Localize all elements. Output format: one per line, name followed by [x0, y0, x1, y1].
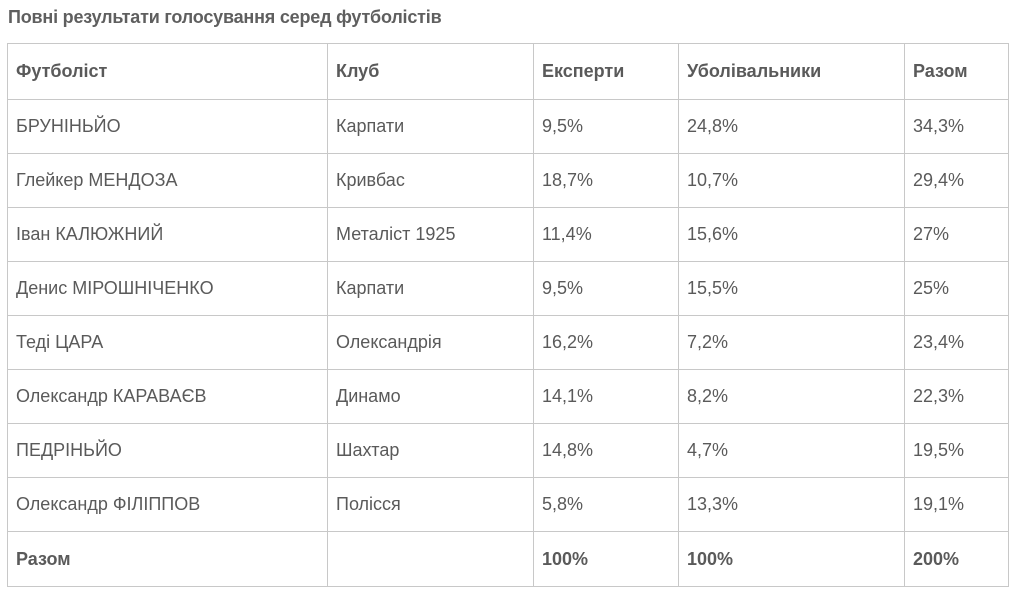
header-fans: Уболівальники [678, 43, 905, 100]
table-row: Олександр ФІЛІППОВ Полісся 5,8% 13,3% 19… [7, 477, 1009, 532]
cell-club: Олександрія [327, 315, 534, 370]
header-club: Клуб [327, 43, 534, 100]
cell-player: Іван КАЛЮЖНИЙ [7, 207, 328, 262]
total-sum: 200% [904, 531, 1009, 587]
cell-total: 23,4% [904, 315, 1009, 370]
cell-total: 19,1% [904, 477, 1009, 532]
cell-total: 27% [904, 207, 1009, 262]
cell-experts: 5,8% [533, 477, 679, 532]
table-row: Олександр КАРАВАЄВ Динамо 14,1% 8,2% 22,… [7, 369, 1009, 424]
table-row: ПЕДРІНЬЙО Шахтар 14,8% 4,7% 19,5% [7, 423, 1009, 478]
cell-player: ПЕДРІНЬЙО [7, 423, 328, 478]
total-club-empty [327, 531, 534, 587]
cell-player: Денис МІРОШНІЧЕНКО [7, 261, 328, 316]
cell-experts: 11,4% [533, 207, 679, 262]
cell-club: Карпати [327, 99, 534, 154]
table-header-row: Футболіст Клуб Експерти Уболівальники Ра… [7, 43, 1009, 100]
cell-fans: 15,6% [678, 207, 905, 262]
cell-experts: 18,7% [533, 153, 679, 208]
cell-total: 29,4% [904, 153, 1009, 208]
cell-total: 34,3% [904, 99, 1009, 154]
cell-total: 25% [904, 261, 1009, 316]
cell-experts: 14,8% [533, 423, 679, 478]
cell-player: Глейкер МЕНДОЗА [7, 153, 328, 208]
cell-experts: 16,2% [533, 315, 679, 370]
table-row: Іван КАЛЮЖНИЙ Металіст 1925 11,4% 15,6% … [7, 207, 1009, 262]
cell-fans: 15,5% [678, 261, 905, 316]
table-row: Денис МІРОШНІЧЕНКО Карпати 9,5% 15,5% 25… [7, 261, 1009, 316]
table-row: Теді ЦАРА Олександрія 16,2% 7,2% 23,4% [7, 315, 1009, 370]
cell-experts: 9,5% [533, 261, 679, 316]
table-total-row: Разом 100% 100% 200% [7, 531, 1009, 587]
cell-experts: 9,5% [533, 99, 679, 154]
cell-player: Олександр КАРАВАЄВ [7, 369, 328, 424]
cell-fans: 13,3% [678, 477, 905, 532]
cell-fans: 10,7% [678, 153, 905, 208]
table-row: БРУНІНЬЙО Карпати 9,5% 24,8% 34,3% [7, 99, 1009, 154]
table-row: Глейкер МЕНДОЗА Кривбас 18,7% 10,7% 29,4… [7, 153, 1009, 208]
cell-club: Шахтар [327, 423, 534, 478]
cell-experts: 14,1% [533, 369, 679, 424]
cell-total: 19,5% [904, 423, 1009, 478]
cell-club: Кривбас [327, 153, 534, 208]
cell-player: БРУНІНЬЙО [7, 99, 328, 154]
cell-club: Карпати [327, 261, 534, 316]
cell-club: Динамо [327, 369, 534, 424]
page-title: Повні результати голосування серед футбо… [8, 7, 442, 27]
cell-player: Теді ЦАРА [7, 315, 328, 370]
total-label: Разом [7, 531, 328, 587]
cell-fans: 4,7% [678, 423, 905, 478]
cell-fans: 7,2% [678, 315, 905, 370]
header-player: Футболіст [7, 43, 328, 100]
cell-fans: 8,2% [678, 369, 905, 424]
cell-club: Полісся [327, 477, 534, 532]
cell-player: Олександр ФІЛІППОВ [7, 477, 328, 532]
results-table: Футболіст Клуб Експерти Уболівальники Ра… [7, 43, 1009, 587]
cell-fans: 24,8% [678, 99, 905, 154]
total-fans: 100% [678, 531, 905, 587]
cell-total: 22,3% [904, 369, 1009, 424]
total-experts: 100% [533, 531, 679, 587]
header-total: Разом [904, 43, 1009, 100]
cell-club: Металіст 1925 [327, 207, 534, 262]
header-experts: Експерти [533, 43, 679, 100]
